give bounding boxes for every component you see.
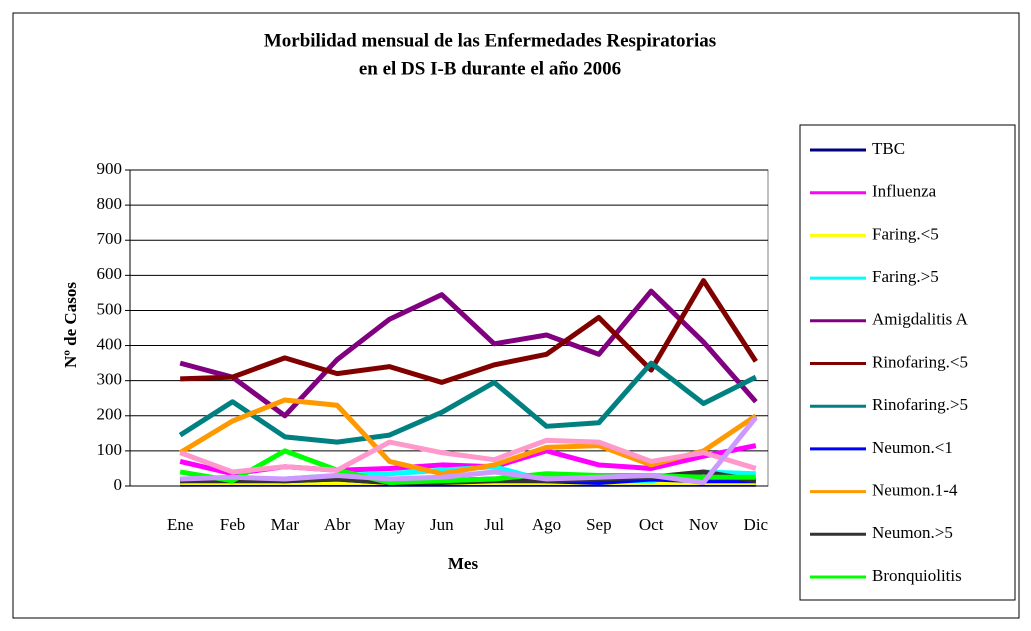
y-tick-label: 300 [97, 370, 123, 389]
y-axis-label: Nº de Casos [61, 282, 80, 368]
x-tick-label: Oct [639, 515, 664, 534]
x-tick-label: Ene [167, 515, 193, 534]
legend-label: Faring.>5 [872, 267, 939, 286]
x-tick-label: Dic [744, 515, 769, 534]
series-line [180, 415, 758, 485]
legend-label: Rinofaring.<5 [872, 352, 968, 371]
legend-label: Rinofaring.>5 [872, 395, 968, 414]
series-line [179, 437, 757, 475]
series-line [179, 288, 758, 419]
y-tick-label: 400 [97, 334, 123, 353]
legend-label: Neumon.<1 [872, 438, 953, 457]
chart-title: Morbilidad mensual de las Enfermedades R… [264, 30, 716, 51]
x-tick-label: Feb [220, 515, 246, 534]
legend-label: Faring.<5 [872, 224, 939, 243]
x-tick-label: Mar [271, 515, 300, 534]
y-tick-label: 900 [97, 159, 123, 178]
x-tick-label: Jul [484, 515, 504, 534]
plot-area [129, 169, 769, 487]
y-tick-label: 700 [97, 229, 123, 248]
legend-label: Neumon.1-4 [872, 481, 958, 500]
y-tick-label: 800 [97, 194, 123, 213]
legend-label: Neumon.>5 [872, 523, 953, 542]
x-tick-label: Sep [586, 515, 612, 534]
x-tick-label: Ago [532, 515, 561, 534]
x-tick-label: Jun [430, 515, 454, 534]
y-tick-label: 100 [97, 440, 123, 459]
x-tick-label: Abr [324, 515, 351, 534]
y-tick-label: 0 [114, 475, 123, 494]
x-tick-label: May [374, 515, 406, 534]
y-tick-label: 500 [97, 299, 123, 318]
y-tick-label: 200 [97, 405, 123, 424]
legend-label: Amigdalitis A [872, 310, 969, 329]
series-line [178, 397, 758, 477]
series-line [178, 360, 757, 445]
x-tick-label: Nov [689, 515, 719, 534]
series-line [180, 278, 758, 385]
y-tick-label: 600 [97, 264, 123, 283]
x-axis-label: Mes [448, 554, 479, 573]
legend-label: Influenza [872, 182, 937, 201]
legend-label: Bronquiolitis [872, 566, 962, 585]
legend-label: TBC [872, 139, 905, 158]
chart-subtitle: en el DS I-B durante el año 2006 [359, 58, 621, 79]
